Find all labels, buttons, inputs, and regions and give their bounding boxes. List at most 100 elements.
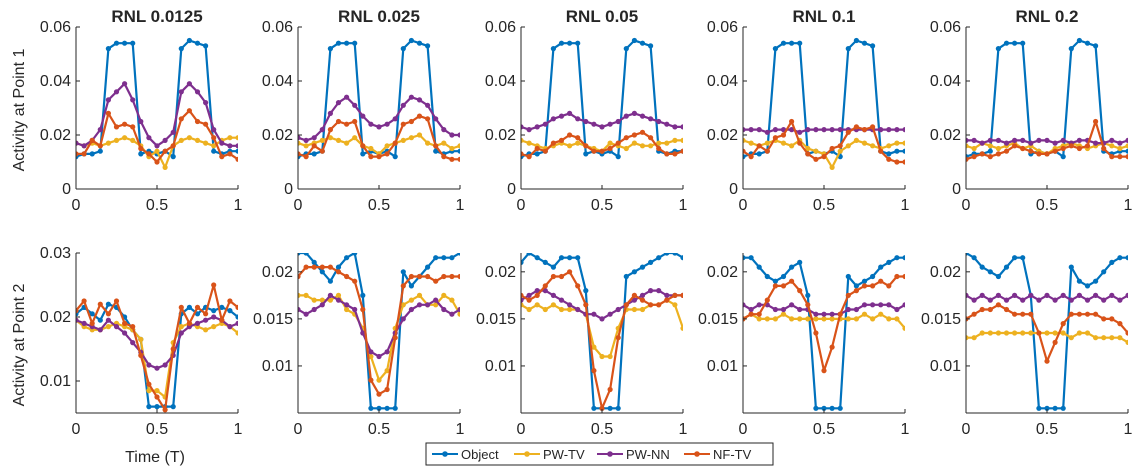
data-point-pw-nn <box>376 353 382 360</box>
data-point-object <box>433 148 439 154</box>
data-point-object <box>186 304 192 310</box>
data-point-nf-tv <box>743 148 746 154</box>
data-point-object <box>764 273 770 280</box>
data-point-pw-nn <box>607 121 613 127</box>
data-point-object <box>772 46 779 52</box>
data-point-object <box>995 46 1002 52</box>
y-tick-label: 0.06 <box>707 19 738 36</box>
y-tick-label: 0.01 <box>40 373 71 390</box>
data-point-pw-tv <box>154 388 160 394</box>
data-point-pw-nn <box>526 127 532 133</box>
data-point-nf-tv <box>1117 154 1123 160</box>
data-point-pw-nn <box>298 306 301 313</box>
data-point-nf-tv <box>1044 358 1050 364</box>
data-point-pw-tv <box>162 164 168 170</box>
data-point-pw-tv <box>567 306 573 313</box>
data-point-nf-tv <box>902 273 905 280</box>
y-tick-label: 0 <box>507 181 516 198</box>
data-point-object <box>433 255 439 261</box>
data-point-object <box>1125 255 1128 261</box>
data-point-object <box>886 259 892 265</box>
series-group <box>521 37 683 160</box>
data-point-pw-tv <box>384 368 390 374</box>
data-point-pw-nn <box>81 320 87 326</box>
data-point-object <box>89 311 95 317</box>
data-point-nf-tv <box>298 273 301 280</box>
data-point-pw-nn <box>76 317 79 323</box>
data-point-object <box>178 46 184 52</box>
series-group <box>743 37 905 170</box>
data-point-pw-tv <box>211 143 217 149</box>
data-point-pw-nn <box>631 110 638 116</box>
data-point-pw-tv <box>886 316 892 322</box>
data-point-pw-tv <box>194 137 201 143</box>
data-point-nf-tv <box>1101 145 1107 152</box>
data-point-pw-nn <box>344 94 350 100</box>
data-point-object <box>550 264 557 270</box>
data-point-nf-tv <box>1084 143 1091 149</box>
data-point-object <box>113 40 120 46</box>
data-point-nf-tv <box>194 118 201 125</box>
data-point-nf-tv <box>1101 316 1107 322</box>
data-point-pw-tv <box>105 140 111 146</box>
legend-marker-object <box>442 451 448 457</box>
data-point-pw-tv <box>298 140 301 146</box>
data-point-object <box>1084 283 1091 289</box>
data-point-nf-tv <box>772 283 779 289</box>
data-point-nf-tv <box>1012 143 1018 149</box>
data-point-pw-nn <box>648 116 654 122</box>
data-point-nf-tv <box>656 302 662 308</box>
data-point-pw-nn <box>1125 137 1128 143</box>
x-tick-label: 1 <box>901 421 910 438</box>
data-point-object <box>534 255 540 261</box>
data-point-nf-tv <box>1125 154 1128 160</box>
y-tick-label: 0.01 <box>930 358 961 375</box>
panel-title: RNL 0.025 <box>338 7 420 26</box>
data-point-object <box>1068 46 1074 52</box>
data-point-pw-tv <box>441 292 447 298</box>
x-tick-label: 0 <box>517 197 526 214</box>
data-point-pw-tv <box>1060 330 1066 336</box>
data-point-pw-nn <box>743 302 746 308</box>
data-point-nf-tv <box>186 320 192 326</box>
data-point-nf-tv <box>607 145 613 152</box>
data-point-pw-tv <box>122 135 128 141</box>
data-point-object <box>1020 255 1026 261</box>
data-point-pw-nn <box>902 302 905 308</box>
data-point-object <box>1036 405 1042 411</box>
data-point-pw-tv <box>425 140 431 146</box>
data-point-pw-nn <box>789 302 795 308</box>
data-point-nf-tv <box>583 302 589 308</box>
data-point-pw-tv <box>995 330 1002 336</box>
data-point-nf-tv <box>995 302 1002 308</box>
data-point-pw-tv <box>1052 330 1058 336</box>
legend-label-pw-tv: PW-TV <box>543 447 585 462</box>
data-point-pw-nn <box>979 140 985 146</box>
data-point-pw-nn <box>664 121 670 127</box>
data-point-pw-nn <box>639 113 646 119</box>
data-point-object <box>772 278 779 284</box>
data-point-pw-tv <box>449 297 455 303</box>
data-point-nf-tv <box>311 264 317 270</box>
data-point-pw-nn <box>408 94 414 100</box>
data-point-object <box>648 43 654 49</box>
data-point-nf-tv <box>672 151 678 157</box>
y-tick-label: 0.04 <box>930 73 961 90</box>
data-point-object <box>575 40 581 46</box>
data-point-object <box>805 292 811 298</box>
data-point-pw-nn <box>743 127 746 133</box>
data-point-object <box>845 46 851 52</box>
legend-label-pw-nn: PW-NN <box>626 447 670 462</box>
data-point-pw-nn <box>400 102 406 108</box>
data-point-pw-nn <box>311 135 317 141</box>
data-point-nf-tv <box>319 264 325 270</box>
data-point-pw-nn <box>575 116 581 122</box>
data-point-pw-nn <box>995 137 1002 143</box>
data-point-pw-nn <box>425 102 431 108</box>
x-tick-label: 0.5 <box>146 197 168 214</box>
data-point-pw-tv <box>631 140 638 146</box>
data-point-pw-tv <box>861 311 868 317</box>
data-point-object <box>376 405 382 411</box>
data-point-pw-nn <box>154 365 160 371</box>
data-point-nf-tv <box>664 151 670 157</box>
